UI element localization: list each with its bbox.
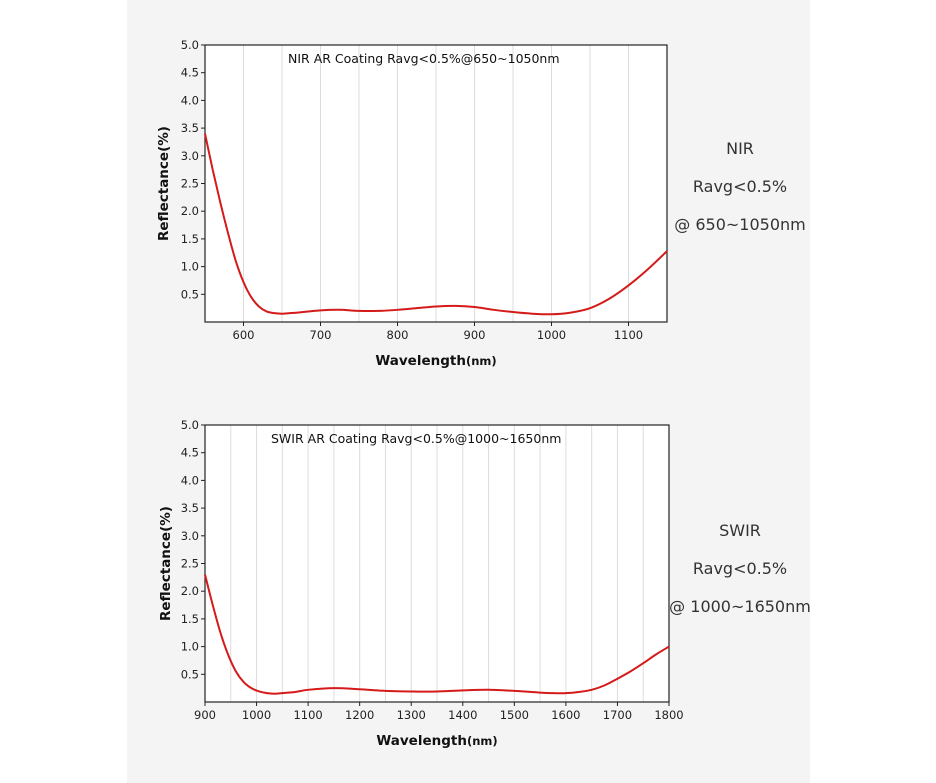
x-axis-label: Wavelength(nm) (375, 353, 496, 369)
x-tick-label: 1300 (397, 708, 426, 722)
x-tick-label: 800 (387, 328, 409, 342)
y-tick-label: 4.0 (181, 93, 199, 107)
y-tick-label: 2.5 (181, 557, 199, 571)
y-tick-label: 3.0 (181, 149, 199, 163)
y-tick-label: 4.0 (181, 473, 199, 487)
x-tick-label: 1000 (242, 708, 271, 722)
chart-title: SWIR AR Coating Ravg<0.5%@1000~1650nm (271, 431, 561, 446)
y-tick-label: 2.5 (181, 177, 199, 191)
x-tick-label: 1100 (614, 328, 643, 342)
x-axis-title: Wavelength (375, 353, 466, 369)
x-tick-label: 600 (233, 328, 255, 342)
side-annotation-line: Ravg<0.5% (693, 177, 787, 196)
x-axis-unit: (nm) (466, 354, 497, 368)
x-axis-label: Wavelength(nm) (376, 733, 497, 749)
x-tick-label: 1500 (500, 708, 529, 722)
y-tick-label: 4.5 (181, 66, 199, 80)
x-tick-label: 1800 (654, 708, 683, 722)
y-axis-label: Reflectance(%) (158, 506, 174, 621)
x-axis-title: Wavelength (376, 733, 467, 749)
y-tick-label: 2.0 (181, 584, 199, 598)
x-axis-unit: (nm) (467, 734, 498, 748)
side-annotation-line: SWIR (719, 521, 761, 540)
y-tick-label: 1.5 (181, 612, 199, 626)
y-tick-label: 2.0 (181, 204, 199, 218)
side-annotation-line: @ 650~1050nm (674, 215, 805, 234)
side-annotation-line: NIR (726, 139, 754, 158)
y-tick-label: 3.5 (181, 121, 199, 135)
x-tick-label: 1700 (603, 708, 632, 722)
y-axis-label: Reflectance(%) (156, 126, 172, 241)
y-tick-label: 3.5 (181, 501, 199, 515)
y-tick-label: 5.0 (181, 418, 199, 432)
y-tick-label: 3.0 (181, 529, 199, 543)
x-tick-label: 1400 (448, 708, 477, 722)
y-tick-label: 0.5 (181, 667, 199, 681)
x-tick-label: 900 (464, 328, 486, 342)
x-tick-label: 1100 (293, 708, 322, 722)
y-tick-label: 0.5 (181, 287, 199, 301)
chart-title: NIR AR Coating Ravg<0.5%@650~1050nm (288, 51, 560, 66)
y-tick-label: 4.5 (181, 446, 199, 460)
side-annotation-line: @ 1000~1650nm (669, 597, 811, 616)
y-tick-label: 1.5 (181, 232, 199, 246)
swir-reflectance-chart: 0.5 1.0 1.5 2.0 2.5 3.0 3.5 4.0 4.5 5.0 900 1000 110… (0, 392, 936, 783)
x-tick-label: 1200 (345, 708, 374, 722)
x-tick-label: 900 (194, 708, 216, 722)
y-tick-label: 5.0 (181, 38, 199, 52)
y-tick-label: 1.0 (181, 640, 199, 654)
y-tick-label: 1.0 (181, 260, 199, 274)
x-tick-label: 1000 (537, 328, 566, 342)
x-tick-label: 700 (310, 328, 332, 342)
x-tick-label: 1600 (551, 708, 580, 722)
side-annotation-line: Ravg<0.5% (693, 559, 787, 578)
nir-reflectance-chart: 0.5 1.0 1.5 2.0 2.5 3.0 3.5 4.0 4.5 5.0 600 700 800 9… (0, 0, 936, 392)
